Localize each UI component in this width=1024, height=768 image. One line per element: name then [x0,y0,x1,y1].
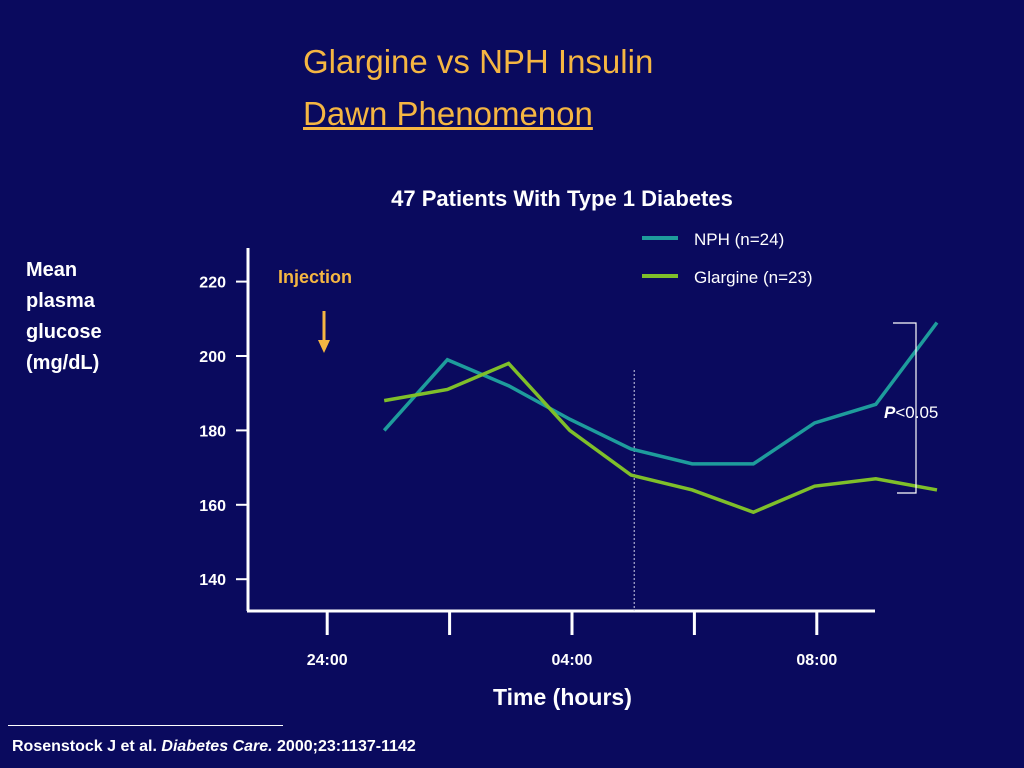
series-line [383,361,938,515]
y-tick-label: 200 [199,349,226,366]
x-tick-label: 24:00 [307,652,348,669]
legend-label: NPH (n=24) [694,230,784,249]
slide-title: Glargine vs NPH Insulin Dawn Phenomenon [303,36,653,140]
citation-authors: Rosenstock J et al. [12,738,157,755]
title-line-1: Glargine vs NPH Insulin [303,43,654,80]
citation-reference: 2000;23:1137-1142 [277,738,416,755]
y-axis-label-line: glucose [26,321,102,343]
title-line-2: Dawn Phenomenon [303,95,593,132]
citation: Rosenstock J et al. Diabetes Care. 2000;… [12,738,416,756]
injection-label: Injection [278,267,352,287]
injection-arrow-head [318,340,330,353]
series-line [382,321,939,466]
p-value-label: P<0.05 [884,403,938,422]
x-tick-label: 08:00 [796,652,837,669]
y-axis-label-line: Mean [26,259,78,281]
y-axis-label-line: (mg/dL) [26,352,100,374]
citation-divider [8,725,283,726]
y-tick-label: 220 [199,275,226,292]
y-tick-label: 160 [199,498,226,515]
legend-label: Glargine (n=23) [694,268,813,287]
x-tick-label: 04:00 [552,652,593,669]
y-axis-label-line: plasma [26,290,95,312]
y-axis-label: Mean plasma glucose (mg/dL) [26,255,102,379]
significance-bracket [893,322,917,494]
x-axis-label: Time (hours) [493,684,632,710]
y-tick-label: 140 [199,572,226,589]
citation-journal: Diabetes Care. [161,738,273,755]
y-tick-label: 180 [199,423,226,440]
chart-title: 47 Patients With Type 1 Diabetes [391,186,733,211]
